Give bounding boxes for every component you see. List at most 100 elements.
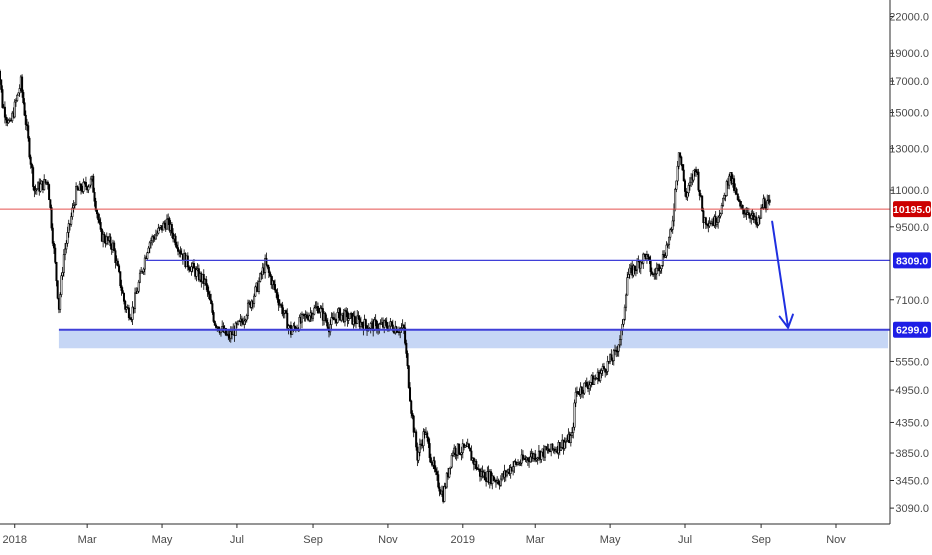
candle-body [177, 247, 180, 252]
candle-body [59, 294, 62, 310]
level-lines-layer [0, 208, 890, 331]
candle-body [513, 461, 516, 468]
candle-body [750, 214, 753, 219]
candle-body [467, 443, 470, 449]
candle-body [634, 269, 637, 272]
candle-body [622, 319, 625, 325]
candle-body [165, 218, 168, 230]
candle-body [469, 447, 472, 452]
candle-body [722, 197, 725, 206]
candle-body [118, 265, 121, 272]
candle-body [583, 382, 586, 394]
candle-body [580, 386, 583, 394]
candle-body [157, 227, 160, 234]
candle-body [544, 446, 547, 458]
candle-body [573, 402, 576, 428]
candle-body [760, 207, 763, 219]
candle-body [558, 442, 561, 451]
candle-body [683, 180, 686, 192]
candle-body [95, 209, 98, 215]
candle-body [318, 311, 321, 314]
candle-body [534, 453, 537, 461]
x-tick-label: May [152, 534, 173, 546]
y-tick-label: 9500.0 [895, 222, 929, 234]
candle-body [664, 255, 667, 258]
candle-body [615, 349, 618, 352]
candle-body [566, 440, 569, 442]
candle-body [259, 273, 262, 282]
candle-body [642, 253, 645, 264]
candle-body [32, 167, 35, 187]
candle-body [21, 76, 24, 93]
candle-body [82, 181, 85, 192]
candle-body [116, 260, 119, 267]
level-badge-label: 6299.0 [896, 325, 928, 337]
candle-body [98, 219, 101, 223]
candle-body [436, 471, 439, 475]
candle-body [5, 116, 8, 121]
candle-body [76, 186, 79, 190]
candle-body [291, 330, 294, 335]
candle-body [17, 92, 20, 96]
y-tick-label: 7100.0 [895, 295, 929, 307]
candle-body [639, 261, 642, 269]
candle-body [319, 307, 322, 313]
candle-body [273, 284, 276, 291]
candle-body [129, 317, 132, 320]
candle-body [353, 315, 356, 323]
candle-body [224, 328, 227, 336]
candle-body [109, 236, 112, 247]
candle-body [14, 100, 17, 103]
candle-body [604, 368, 607, 373]
candle-body [409, 387, 412, 402]
candle-body [449, 466, 452, 469]
candle-body [293, 325, 296, 328]
candle-body [433, 460, 436, 470]
candle-body [454, 447, 457, 456]
candle-body [305, 314, 308, 319]
candle-body [675, 180, 678, 190]
candle-body [253, 295, 256, 304]
x-axis[interactable]: 2018 Mar May Jul Sep Nov 2019 Mar May Jul Sep Nov [2, 524, 846, 546]
candle-body [415, 431, 418, 448]
candle-body [649, 259, 652, 273]
candle-body [616, 350, 619, 353]
candle-body [666, 244, 669, 246]
candle-body [190, 266, 193, 272]
candle-body [7, 120, 10, 124]
candle-body [497, 480, 500, 484]
candle-body [245, 315, 248, 321]
candle-body [205, 279, 208, 286]
candle-body [695, 169, 698, 173]
candle-body [702, 210, 705, 224]
candle-body [266, 264, 269, 268]
candle-body [738, 199, 741, 202]
candle-body [434, 468, 437, 472]
candle-body [714, 216, 717, 226]
candle-body [593, 378, 596, 385]
candle-body [412, 415, 415, 433]
candle-body [195, 269, 198, 277]
candle-body [314, 306, 317, 309]
candle-body [671, 220, 674, 230]
candle-body [54, 247, 57, 263]
candle-body [18, 88, 21, 94]
candle-body [340, 314, 343, 321]
candle-body [766, 200, 769, 211]
candle-body [326, 322, 329, 329]
candle-body [211, 303, 214, 313]
candle-body [143, 257, 146, 270]
candle-body [24, 114, 27, 125]
y-axis[interactable]: 22000.0 19000.0 17000.0 15000.0 13000.0 11000… [889, 12, 929, 516]
candle-body [103, 234, 106, 242]
candle-body [1, 89, 4, 108]
candle-body [26, 124, 29, 126]
candle-body [240, 318, 243, 323]
candle-body [618, 339, 621, 346]
candle-body [648, 256, 651, 261]
candle-body [422, 431, 425, 447]
candle-body [564, 440, 567, 443]
candle-body [547, 448, 550, 452]
